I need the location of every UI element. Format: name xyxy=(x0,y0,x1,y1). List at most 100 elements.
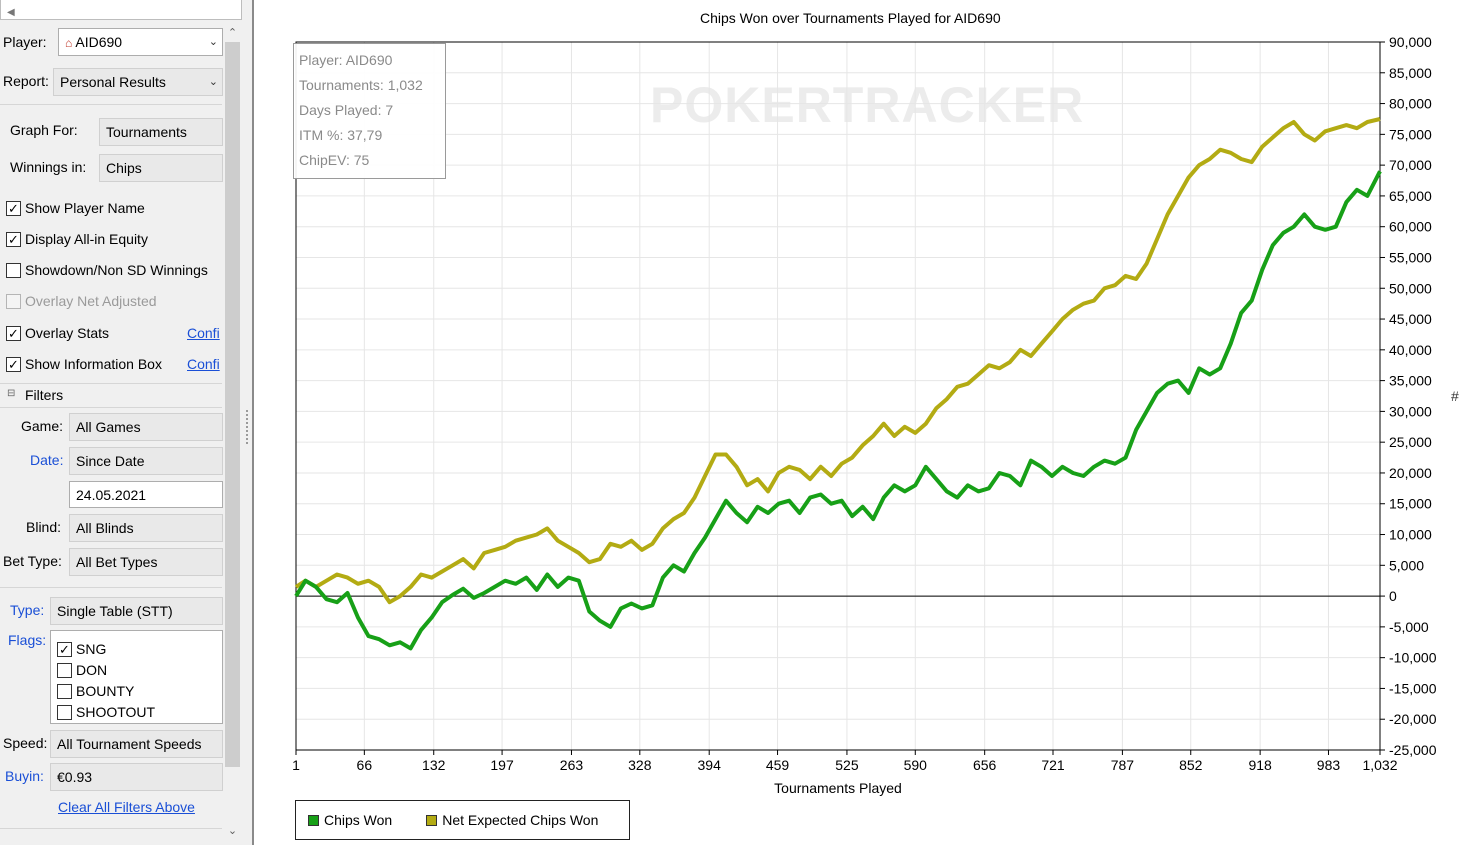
graph-for-select[interactable]: Tournaments xyxy=(99,118,223,146)
show-info-box-checkbox[interactable]: ✓ Show Information Box xyxy=(6,356,162,372)
y-tick-label: 25,000 xyxy=(1389,434,1432,450)
player-value: AID690 xyxy=(75,34,123,50)
hash-icon: # xyxy=(1451,388,1459,404)
checkbox-checked-icon[interactable]: ✓ xyxy=(6,231,21,247)
x-tick-label: 787 xyxy=(1111,757,1135,773)
legend-item-net-expected[interactable]: Net Expected Chips Won xyxy=(426,812,598,828)
date-label: Date: xyxy=(30,452,64,468)
bet-type-select[interactable]: All Bet Types xyxy=(69,548,223,576)
checkbox-checked-icon[interactable]: ✓ xyxy=(6,325,21,341)
overlay-stats-config-link[interactable]: Confi xyxy=(187,325,220,341)
player-label: Player: xyxy=(3,34,47,50)
type-select[interactable]: Single Table (STT) xyxy=(50,597,223,625)
sidebar-scrollbar[interactable]: ⌃ ⌄ xyxy=(223,20,242,845)
report-label: Report: xyxy=(3,73,49,89)
checkbox-empty-icon[interactable] xyxy=(57,704,72,720)
flag-shootout-checkbox[interactable]: SHOOTOUT xyxy=(57,699,156,723)
x-tick-label: 525 xyxy=(835,757,859,773)
chevron-down-icon: ⌄ xyxy=(208,76,218,88)
overlay-stats-checkbox[interactable]: ✓ Overlay Stats xyxy=(6,325,109,341)
x-tick-label: 1,032 xyxy=(1362,757,1397,773)
scrollbar-thumb[interactable] xyxy=(225,42,240,767)
checkbox-checked-icon[interactable]: ✓ xyxy=(57,641,72,657)
y-tick-label: 30,000 xyxy=(1389,403,1432,419)
x-tick-label: 197 xyxy=(490,757,514,773)
flag-label: SHOOTOUT xyxy=(76,704,156,720)
game-label: Game: xyxy=(21,418,64,434)
y-tick-label: 55,000 xyxy=(1389,249,1432,265)
legend-item-chips-won[interactable]: Chips Won xyxy=(308,812,392,828)
legend-swatch xyxy=(426,814,438,826)
date-select[interactable]: Since Date xyxy=(69,447,223,475)
y-axis-ticks: 90,000 85,000 80,000 75,000 70,000 65,000 60,0… xyxy=(1380,34,1437,758)
flag-bounty-checkbox[interactable]: BOUNTY xyxy=(57,678,134,704)
x-tick-label: 459 xyxy=(766,757,790,773)
y-tick-label: 75,000 xyxy=(1389,126,1432,142)
y-tick-label: 65,000 xyxy=(1389,188,1432,204)
x-axis-label: Tournaments Played xyxy=(774,780,902,796)
checkbox-checked-icon[interactable]: ✓ xyxy=(6,356,21,372)
y-tick-label: -15,000 xyxy=(1389,680,1437,696)
show-player-name-checkbox[interactable]: ✓ Show Player Name xyxy=(6,200,145,216)
checkbox-empty-icon[interactable] xyxy=(57,662,72,678)
checkbox-empty-icon[interactable] xyxy=(57,683,72,699)
checkbox-disabled-icon xyxy=(6,293,21,309)
speed-value: All Tournament Speeds xyxy=(57,736,202,752)
legend-swatch xyxy=(308,814,319,826)
y-tick-label: 90,000 xyxy=(1389,34,1432,50)
player-select[interactable]: ⌂ AID690 ⌄ xyxy=(58,28,223,56)
info-itm: ITM %: 37,79 xyxy=(299,127,383,143)
buyin-select[interactable]: €0.93 xyxy=(50,763,223,791)
bet-type-label: Bet Type: xyxy=(3,553,62,569)
y-tick-label: 35,000 xyxy=(1389,373,1432,389)
y-tick-label: 70,000 xyxy=(1389,157,1432,173)
splitter-grip-icon[interactable] xyxy=(246,410,249,444)
type-label: Type: xyxy=(10,602,45,618)
x-tick-label: 66 xyxy=(357,757,373,773)
y-tick-label: 50,000 xyxy=(1389,280,1432,296)
info-box-config-link[interactable]: Confi xyxy=(187,356,220,372)
flags-list[interactable]: ✓ SNG DON BOUNTY SHOOTOUT xyxy=(50,630,223,724)
display-allin-checkbox[interactable]: ✓ Display All-in Equity xyxy=(6,231,148,247)
y-tick-label: -10,000 xyxy=(1389,650,1437,666)
game-select[interactable]: All Games xyxy=(69,413,223,441)
winnings-select[interactable]: Chips xyxy=(99,154,223,182)
info-chipev: ChipEV: 75 xyxy=(299,152,370,168)
info-days-played: Days Played: 7 xyxy=(299,102,394,118)
x-tick-label: 590 xyxy=(904,757,928,773)
divider xyxy=(0,104,222,105)
clear-filters-link[interactable]: Clear All Filters Above xyxy=(58,799,195,815)
checkbox-empty-icon[interactable] xyxy=(6,262,21,278)
info-player: Player: AID690 xyxy=(299,52,393,68)
series-line-chips-won xyxy=(294,170,1382,651)
buyin-value: €0.93 xyxy=(57,769,93,785)
date-input[interactable]: 24.05.2021 xyxy=(69,481,223,508)
showdown-label: Showdown/Non SD Winnings xyxy=(25,262,208,278)
y-tick-label: -5,000 xyxy=(1389,619,1429,635)
blind-select[interactable]: All Blinds xyxy=(69,514,223,542)
checkbox-checked-icon[interactable]: ✓ xyxy=(6,200,21,216)
top-scroll-field[interactable]: ◀ xyxy=(0,0,242,20)
blind-label: Blind: xyxy=(26,519,62,535)
overlay-net-checkbox: Overlay Net Adjusted xyxy=(6,293,157,309)
x-tick-label: 394 xyxy=(698,757,722,773)
scroll-up-icon[interactable]: ⌃ xyxy=(227,27,238,39)
legend-label: Chips Won xyxy=(324,812,393,828)
flag-label: DON xyxy=(76,662,108,678)
scroll-left-icon[interactable]: ◀ xyxy=(7,7,15,18)
winnings-value: Chips xyxy=(106,160,142,176)
flag-don-checkbox[interactable]: DON xyxy=(57,657,107,683)
series-layer xyxy=(294,117,1382,651)
scroll-down-icon[interactable]: ⌄ xyxy=(227,825,238,837)
collapse-icon[interactable]: ⊟ xyxy=(7,388,16,399)
date-value: Since Date xyxy=(76,453,145,469)
speed-select[interactable]: All Tournament Speeds xyxy=(50,730,223,758)
report-select[interactable]: Personal Results ⌄ xyxy=(53,68,223,96)
divider xyxy=(0,828,222,829)
chart-legend: Chips Won Net Expected Chips Won xyxy=(295,800,630,840)
flag-sng-checkbox[interactable]: ✓ SNG xyxy=(57,636,106,662)
graph-for-label: Graph For: xyxy=(10,122,78,138)
panel-splitter[interactable] xyxy=(242,0,254,845)
x-tick-label: 721 xyxy=(1041,757,1065,773)
showdown-checkbox[interactable]: Showdown/Non SD Winnings xyxy=(6,262,208,278)
